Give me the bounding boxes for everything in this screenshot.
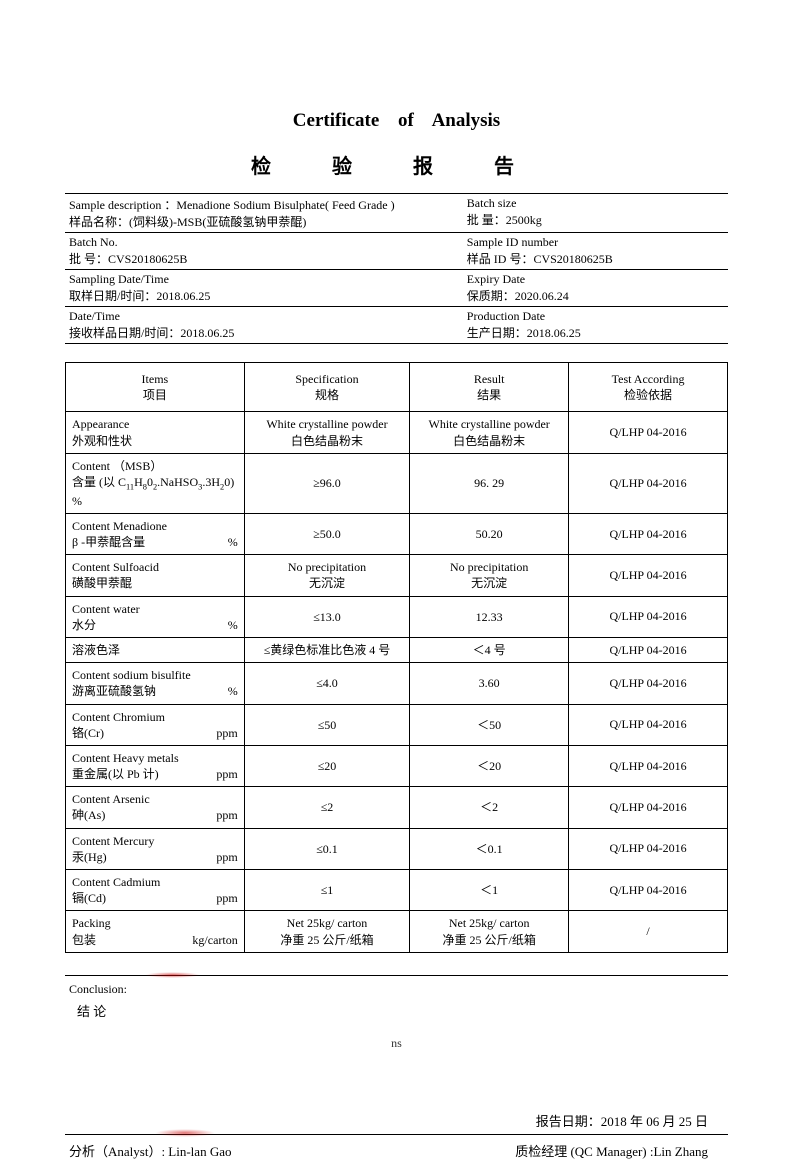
header-row: Sample description ：Menadione Sodium Bis… xyxy=(65,194,728,233)
header-right-cn: 样品 ID 号：CVS20180625B xyxy=(467,250,724,267)
header-right-en: Batch size xyxy=(467,196,724,211)
report-date: 报告日期：2018 年 06 月 25 日 xyxy=(65,1111,728,1130)
table-row: Appearance外观和性状White crystalline powder白… xyxy=(66,412,728,453)
table-row: Content Sulfoacid磺酸甲萘醌No precipitation无沉… xyxy=(66,555,728,596)
analysis-data-table: Items 项目 Specification 规格 Result 结果 Test… xyxy=(65,362,728,953)
header-right-cn: 保质期：2020.06.24 xyxy=(467,287,724,304)
table-row: Content Cadmium镉(Cd)ppm≤1＜1Q/LHP 04-2016 xyxy=(66,870,728,911)
header-left-en: Batch No. xyxy=(69,235,459,250)
header-row: Sampling Date/Time取样日期/时间：2018.06.25 Expi… xyxy=(65,270,728,307)
th-spec-cn: 规格 xyxy=(251,387,404,403)
table-row: Content Heavy metals重金属(以 Pb 计)ppm≤20＜20… xyxy=(66,745,728,786)
header-left-cn: 取样日期/时间：2018.06.25 xyxy=(69,287,459,304)
table-row: Content Chromium铬(Cr)ppm≤50＜50Q/LHP 04-2… xyxy=(66,704,728,745)
header-left-cn: 批 号：CVS20180625B xyxy=(69,250,459,267)
table-row: Content （MSB）含量 (以 C11H802.NaHSO3.3H20) … xyxy=(66,453,728,513)
table-row: 溶液色泽≤黄绿色标准比色液 4 号＜4 号Q/LHP 04-2016 xyxy=(66,637,728,662)
header-row: Batch No.批 号：CVS20180625B Sample ID numbe… xyxy=(65,233,728,270)
header-right-en: Expiry Date xyxy=(467,272,724,287)
header-right-en: Production Date xyxy=(467,309,724,324)
table-row: Content Menadione β -甲萘醌含量%≥50.050.20Q/L… xyxy=(66,513,728,554)
conclusion-ns: ns xyxy=(65,1036,728,1051)
header-left-cn: 样品名称：(饲料级)-MSB(亚硫酸氢钠甲萘醌) xyxy=(69,213,459,230)
conclusion-label-en: Conclusion: xyxy=(65,982,728,997)
conclusion-label-cn: 结 论 xyxy=(65,1001,728,1020)
th-res-en: Result xyxy=(416,371,562,387)
table-row: Content Mercury汞(Hg)ppm≤0.1＜0.1Q/LHP 04-… xyxy=(66,828,728,869)
table-row: Packing包装kg/cartonNet 25kg/ carton净重 25 … xyxy=(66,911,728,952)
header-right-cn: 批 量：2500kg xyxy=(467,211,724,228)
header-left-cn: 接收样品日期/时间：2018.06.25 xyxy=(69,324,459,341)
header-right-cn: 生产日期：2018.06.25 xyxy=(467,324,724,341)
table-row: Content sodium bisulfite游离亚硫酸氢钠%≤4.03.60… xyxy=(66,663,728,704)
title-english: Certificate of Analysis xyxy=(65,110,728,132)
th-acc-en: Test According xyxy=(575,371,721,387)
th-acc-cn: 检验依据 xyxy=(575,387,721,403)
signature-line: 分析（Analyst）: Lin-lan Gao 质检经理 (QC Manage… xyxy=(65,1134,728,1160)
th-items-cn: 项目 xyxy=(72,387,238,403)
header-left-en: Sample description ：Menadione Sodium Bis… xyxy=(69,196,459,213)
qc-manager-signature: 质检经理 (QC Manager) :Lin Zhang xyxy=(515,1141,728,1160)
header-left-en: Date/Time xyxy=(69,309,459,324)
conclusion-section: Conclusion: 结 论 ns xyxy=(65,975,728,1051)
data-table-body: Appearance外观和性状White crystalline powder白… xyxy=(66,412,728,952)
th-spec-en: Specification xyxy=(251,371,404,387)
header-right-en: Sample ID number xyxy=(467,235,724,250)
title-chinese: 检 验 报 告 xyxy=(65,150,728,179)
analyst-signature: 分析（Analyst）: Lin-lan Gao xyxy=(65,1141,231,1160)
table-row: Content Arsenic砷(As)ppm≤2＜2Q/LHP 04-2016 xyxy=(66,787,728,828)
header-info-table: Sample description ：Menadione Sodium Bis… xyxy=(65,193,728,344)
th-items-en: Items xyxy=(72,371,238,387)
table-row: Content water水分%≤13.012.33Q/LHP 04-2016 xyxy=(66,596,728,637)
th-res-cn: 结果 xyxy=(416,387,562,403)
header-left-en: Sampling Date/Time xyxy=(69,272,459,287)
header-row: Date/Time接收样品日期/时间：2018.06.25 Production … xyxy=(65,307,728,344)
